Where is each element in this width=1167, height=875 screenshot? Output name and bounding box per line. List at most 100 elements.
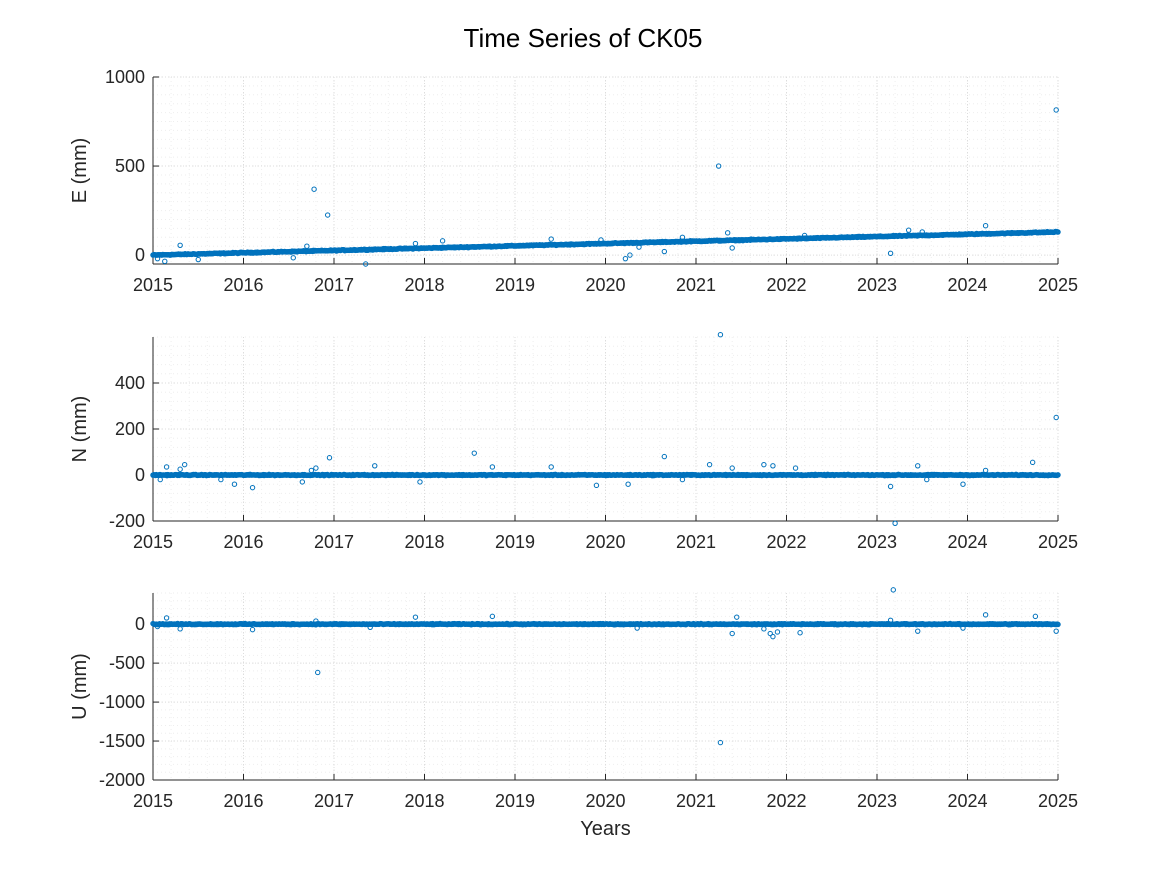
y-tick-label: -200	[109, 511, 145, 531]
y-tick-label: 500	[115, 156, 145, 176]
grid-N	[152, 336, 1059, 522]
data-point-outlier	[1053, 628, 1059, 634]
data-point-outlier	[915, 463, 921, 469]
y-axis-label-U: U (mm)	[69, 653, 91, 720]
data-point-outlier	[792, 465, 799, 471]
data-point-outlier	[761, 626, 767, 632]
data-point-outlier	[249, 484, 256, 491]
data-point-outlier	[154, 623, 161, 630]
data-point-outlier	[634, 625, 640, 631]
data-point-outlier	[679, 234, 686, 240]
data-point-outlier	[715, 163, 722, 169]
data-point-outlier	[593, 482, 600, 489]
data-point-outlier	[313, 465, 319, 471]
y-axis-label-N: N (mm)	[69, 396, 91, 463]
data-point-outlier	[548, 464, 554, 470]
x-tick-label: 2016	[223, 275, 263, 295]
y-tick-label: -500	[109, 653, 145, 673]
data-point-outlier	[326, 455, 333, 461]
series-points-U	[150, 587, 1061, 746]
data-point	[1055, 472, 1061, 478]
x-tick-label: 2017	[314, 791, 354, 811]
data-point-outlier	[801, 232, 808, 239]
data-point-outlier	[313, 618, 319, 624]
data-point-outlier	[177, 466, 183, 472]
data-point-outlier	[412, 614, 419, 620]
data-point-outlier	[767, 630, 773, 637]
data-point-outlier	[157, 476, 163, 483]
x-tick-label: 2017	[314, 275, 354, 295]
x-tick-label: 2015	[133, 791, 173, 811]
x-tick-label: 2024	[947, 532, 987, 552]
data-point	[1055, 621, 1061, 628]
data-point-outlier	[290, 255, 296, 261]
data-point-outlier	[489, 464, 496, 470]
data-point-outlier	[162, 258, 168, 265]
data-point-outlier	[661, 248, 668, 255]
data-point-outlier	[717, 332, 724, 338]
subplot-N: 2015 2016 2017 2018 2019 2020 2021 2022 2023 2024…	[69, 332, 1078, 552]
data-point-outlier	[315, 669, 321, 676]
x-tick-label: 2023	[857, 532, 897, 552]
data-point-outlier	[905, 227, 912, 233]
x-axis-label: Years	[580, 818, 630, 840]
y-axis-label-E: E (mm)	[69, 138, 91, 204]
data-point-outlier	[598, 237, 604, 243]
x-tick-label: 2022	[766, 275, 806, 295]
data-point-outlier	[661, 453, 668, 460]
data-point-outlier	[679, 476, 686, 483]
data-point-outlier	[729, 630, 735, 637]
x-tick-label: 2019	[495, 275, 535, 295]
data-point-outlier	[622, 255, 629, 262]
data-point-outlier	[887, 617, 894, 623]
data-point-outlier	[625, 481, 631, 487]
series-points-E	[150, 107, 1061, 267]
data-point-outlier	[1029, 459, 1036, 466]
x-tick-label: 2021	[676, 532, 716, 552]
data-point-outlier	[982, 467, 989, 474]
data-point-outlier	[439, 238, 446, 244]
data-point-outlier	[417, 479, 423, 485]
data-point-outlier	[324, 212, 331, 218]
x-tick-label: 2015	[133, 275, 173, 295]
data-point-outlier	[1032, 613, 1039, 620]
data-point-outlier	[924, 476, 930, 483]
figure-title: Time Series of CK05	[464, 23, 703, 53]
data-point-outlier	[249, 626, 256, 633]
data-point-outlier	[982, 223, 989, 229]
data-point-outlier	[724, 230, 731, 236]
data-point-outlier	[887, 483, 894, 490]
data-point-outlier	[177, 242, 183, 249]
data-point-outlier	[890, 587, 896, 593]
subplot-U: 2015 2016 2017 2018 2019 2020 2021 2022 2023 2024…	[69, 587, 1078, 840]
data-point-outlier	[154, 255, 161, 262]
subplot-E: 2015 2016 2017 2018 2019 2020 2021 2022 2023 2024…	[69, 67, 1078, 295]
data-point-outlier	[177, 626, 183, 632]
data-point-outlier	[304, 243, 310, 249]
x-tick-label: 2021	[676, 275, 716, 295]
series-points-N	[150, 332, 1061, 526]
x-tick-label: 2025	[1038, 532, 1078, 552]
data-point-outlier	[761, 461, 767, 468]
data-point-outlier	[627, 252, 633, 258]
y-tick-label: -2000	[99, 770, 145, 790]
x-tick-label: 2024	[947, 275, 987, 295]
data-point-outlier	[717, 739, 724, 746]
y-tick-label: 200	[115, 419, 145, 439]
data-point-outlier	[729, 465, 735, 471]
data-point-outlier	[299, 479, 306, 485]
data-point-outlier	[770, 463, 776, 469]
data-point-outlier	[367, 624, 373, 630]
x-tick-label: 2023	[857, 791, 897, 811]
x-tick-label: 2020	[585, 275, 625, 295]
data-point-outlier	[706, 461, 713, 468]
data-point-outlier	[412, 240, 419, 247]
y-tick-label: 1000	[105, 67, 145, 87]
data-point-outlier	[489, 613, 496, 620]
subplot-panels: 2015 2016 2017 2018 2019 2020 2021 2022 2023 2024…	[69, 67, 1078, 840]
x-tick-label: 2017	[314, 532, 354, 552]
data-point-outlier	[636, 244, 642, 250]
data-point-outlier	[774, 629, 781, 635]
